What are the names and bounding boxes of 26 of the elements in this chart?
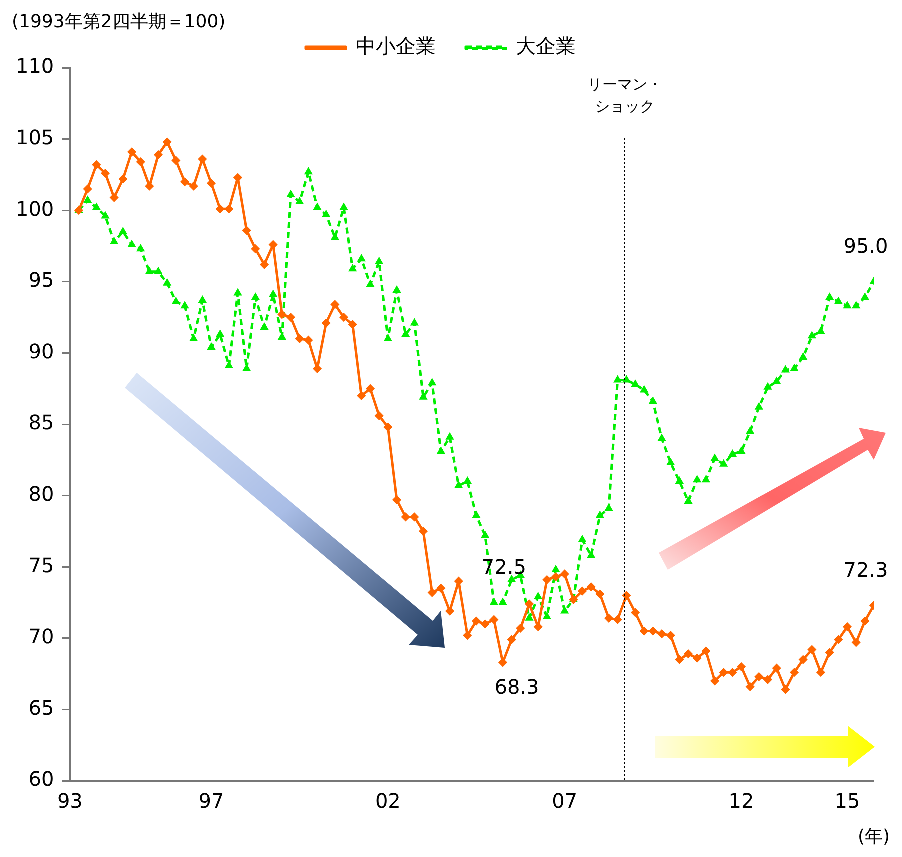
x-tick-label: 15: [834, 789, 860, 814]
x-tick-label: 12: [728, 789, 754, 814]
y-tick-label: 75: [28, 553, 54, 578]
x-tick-label: 02: [375, 789, 401, 814]
x-tick-label: 07: [552, 789, 578, 814]
y-tick-label: 60: [28, 767, 54, 792]
annotation: 68.3: [494, 674, 540, 699]
y-tick-label: 105: [16, 126, 54, 150]
annotation: 95.0: [844, 234, 888, 258]
x-tick-label: 97: [198, 789, 224, 814]
annotation: 72.5: [482, 554, 526, 579]
y-tick-label: 65: [28, 696, 54, 720]
y-tick-label: 95: [28, 268, 54, 292]
y-tick-label: 100: [16, 196, 54, 221]
y-tick-label: 80: [28, 482, 54, 506]
y-tick-label: 70: [28, 624, 54, 649]
y-tick-label: 110: [16, 54, 54, 78]
x-tick-label: 93: [57, 789, 83, 814]
y-tick-label: 85: [28, 410, 54, 435]
x-axis-title: (年): [858, 826, 890, 848]
legend-label: 中小企業: [356, 34, 436, 58]
ref-line-label: リーマン・ショック: [587, 75, 662, 116]
y-tick-label: 90: [28, 339, 54, 364]
y-axis-title: (1993年第2四半期＝100): [12, 12, 226, 33]
annotation: 72.3: [844, 558, 888, 582]
legend-label: 大企業: [516, 34, 576, 58]
